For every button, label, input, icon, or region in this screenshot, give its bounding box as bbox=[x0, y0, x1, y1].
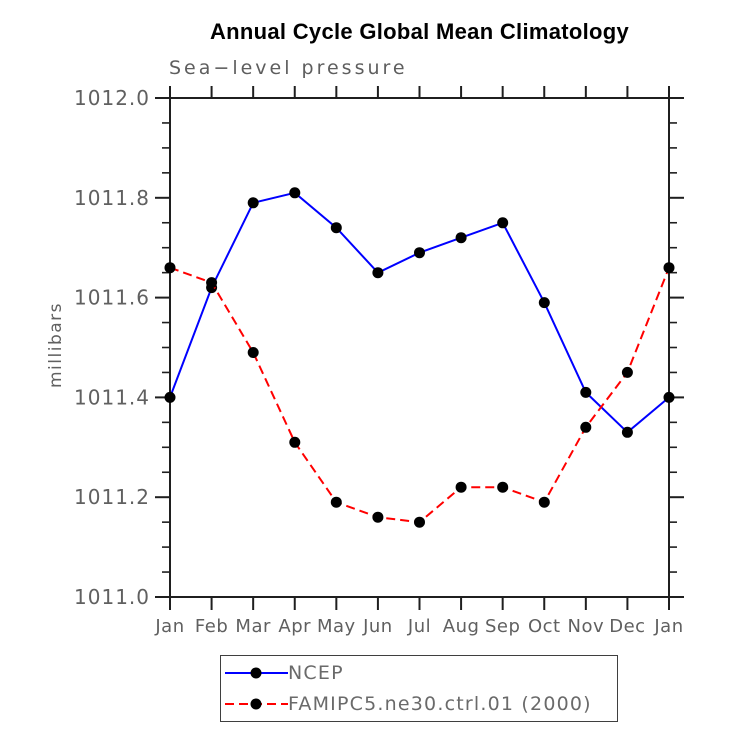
svg-text:Apr: Apr bbox=[278, 616, 311, 637]
svg-text:1011.2: 1011.2 bbox=[74, 485, 150, 509]
svg-text:Feb: Feb bbox=[195, 616, 228, 637]
svg-text:1011.8: 1011.8 bbox=[74, 186, 150, 210]
svg-text:1011.6: 1011.6 bbox=[74, 286, 150, 310]
chart-subtitle: Sea−level pressure bbox=[169, 57, 408, 79]
svg-text:Mar: Mar bbox=[235, 616, 271, 637]
svg-text:Oct: Oct bbox=[528, 616, 561, 637]
legend-box: NCEP FAMIPC5.ne30.ctrl.01 (2000) bbox=[220, 655, 618, 722]
chart-title: Annual Cycle Global Mean Climatology bbox=[209, 19, 630, 44]
legend-item-ncep: NCEP bbox=[225, 658, 617, 689]
svg-text:1012.0: 1012.0 bbox=[74, 86, 150, 110]
svg-text:Jul: Jul bbox=[407, 616, 431, 637]
svg-text:Nov: Nov bbox=[568, 616, 605, 637]
svg-text:Aug: Aug bbox=[443, 616, 480, 637]
legend-item-famipc5: FAMIPC5.ne30.ctrl.01 (2000) bbox=[225, 689, 617, 720]
famipc5-line-sample-icon bbox=[225, 698, 288, 710]
svg-text:Sep: Sep bbox=[485, 616, 520, 637]
legend-label-ncep: NCEP bbox=[288, 662, 344, 684]
svg-text:Jun: Jun bbox=[362, 616, 393, 637]
legend-label-famipc5: FAMIPC5.ne30.ctrl.01 (2000) bbox=[288, 693, 592, 715]
svg-text:May: May bbox=[317, 616, 356, 637]
svg-text:Jan: Jan bbox=[653, 616, 683, 637]
ncep-line-sample-icon bbox=[225, 667, 288, 679]
svg-text:Dec: Dec bbox=[609, 616, 645, 637]
svg-text:Jan: Jan bbox=[154, 616, 184, 637]
svg-text:1011.4: 1011.4 bbox=[74, 385, 150, 409]
svg-text:1011.0: 1011.0 bbox=[74, 585, 150, 609]
plot-area: Jan Feb Mar Apr May Jun Jul Aug Sep Oct Nov Dec Jan1… bbox=[74, 86, 684, 637]
